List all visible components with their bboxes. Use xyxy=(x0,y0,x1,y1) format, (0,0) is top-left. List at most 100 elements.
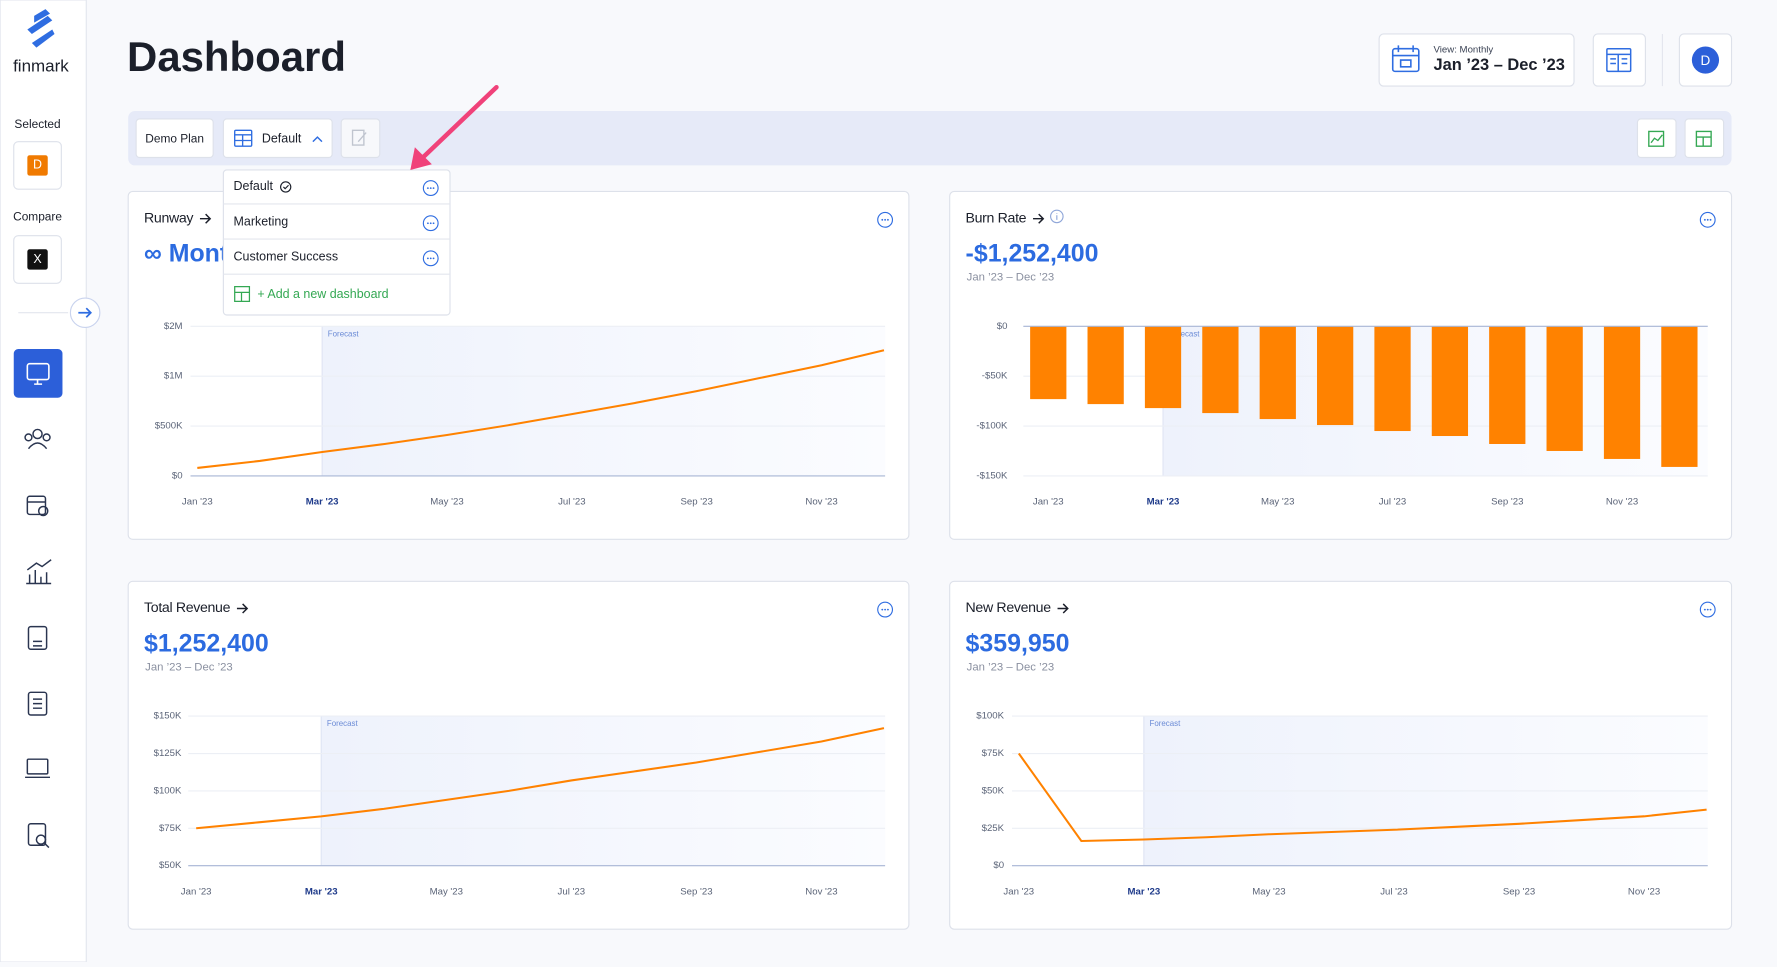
y-tick-label: -$50K xyxy=(982,371,1008,382)
add-table-button[interactable] xyxy=(1684,118,1725,159)
chart-menu-dot xyxy=(887,218,889,221)
bar xyxy=(1489,326,1526,444)
chart-menu[interactable] xyxy=(1699,211,1716,228)
date-range: Jan ’23 – Dec ’23 xyxy=(1434,56,1565,74)
bar xyxy=(1144,326,1182,409)
y-tick-label: $100K xyxy=(976,711,1004,722)
x-tick-label: Sep '23 xyxy=(1491,497,1523,508)
pointer-arrow-head xyxy=(410,147,432,170)
forecast-label: Forecast xyxy=(327,719,359,728)
y-tick-label: $50K xyxy=(982,785,1005,796)
chart-menu-dot xyxy=(1709,608,1712,611)
x-tick-label: Jul '23 xyxy=(1379,497,1407,508)
dropdown-item[interactable]: Default xyxy=(234,179,274,193)
chart-menu-dot xyxy=(1706,218,1709,221)
title-arrow xyxy=(199,213,212,224)
add-chart-button[interactable] xyxy=(1636,118,1677,159)
chart-title[interactable]: Burn Rate xyxy=(966,210,1027,226)
dashboard-select[interactable] xyxy=(222,118,333,159)
dropdown: Default Marketing Customer Success + Add… xyxy=(222,169,451,316)
chart-menu-dot xyxy=(887,608,889,611)
x-tick-label: May '23 xyxy=(430,886,463,897)
title-arrow xyxy=(1057,603,1069,614)
bar xyxy=(1317,326,1354,426)
date-button[interactable] xyxy=(1378,33,1575,87)
title-arrow xyxy=(1033,213,1045,224)
y-tick-label: $75K xyxy=(159,823,182,834)
x-tick-label: Jul '23 xyxy=(558,886,586,897)
x-tick-label: Mar '23 xyxy=(306,497,339,508)
chart-menu-dot xyxy=(1706,608,1709,611)
chart-title[interactable]: Runway xyxy=(144,210,195,226)
bar xyxy=(1202,326,1239,414)
bar xyxy=(1431,326,1469,437)
y-tick-label: $2M xyxy=(164,321,183,332)
chart-title[interactable]: Total Revenue xyxy=(144,600,231,616)
check-icon xyxy=(283,184,289,190)
x-tick-label: Nov '23 xyxy=(805,886,837,897)
x-tick-label: Nov '23 xyxy=(1628,886,1660,897)
dropdown-item[interactable]: Marketing xyxy=(234,214,289,228)
x-tick-label: Sep '23 xyxy=(680,886,712,897)
plan-button[interactable] xyxy=(135,118,214,159)
chart-menu-dot xyxy=(1703,608,1706,611)
y-tick-label: $100K xyxy=(154,785,182,796)
logo-text[interactable]: finmark xyxy=(13,56,69,75)
nav-icon xyxy=(34,379,43,385)
bar xyxy=(1661,326,1698,467)
layout-button[interactable] xyxy=(1592,33,1646,87)
add-dashboard[interactable]: + Add a new dashboard xyxy=(257,287,388,301)
chart-menu[interactable] xyxy=(877,601,894,618)
chart-title[interactable]: New Revenue xyxy=(966,600,1052,616)
x-tick-label: Sep '23 xyxy=(1503,886,1535,897)
logo-icon xyxy=(27,9,55,48)
caret xyxy=(312,136,323,143)
headline: $359,950 xyxy=(966,629,1070,657)
item-menu-icons[interactable] xyxy=(422,180,439,267)
subtitle: Jan ’23 – Dec ’23 xyxy=(145,661,233,673)
info-icon xyxy=(1050,209,1064,224)
add-table-icon xyxy=(1695,130,1712,147)
selected-badge-text: D xyxy=(33,158,42,172)
bar xyxy=(1030,326,1067,400)
forecast-label: Forecast xyxy=(328,329,360,338)
chart-menu-dot xyxy=(1703,218,1706,221)
headline: -$1,252,400 xyxy=(966,240,1099,268)
bar xyxy=(1603,326,1641,459)
x-tick-label: May '23 xyxy=(1261,497,1294,508)
chart-menu[interactable] xyxy=(1699,601,1716,618)
layout-icon xyxy=(1606,47,1632,73)
x-tick-label: May '23 xyxy=(430,497,463,508)
y-tick-label: $0 xyxy=(172,470,183,481)
y-tick-label: $1M xyxy=(164,371,183,382)
nav-dashboard[interactable] xyxy=(13,348,63,398)
dropdown-item[interactable]: Customer Success xyxy=(234,250,339,264)
y-tick-label: $25K xyxy=(982,823,1005,834)
bar xyxy=(1374,326,1411,432)
chart-menu[interactable] xyxy=(877,211,894,228)
compare-badge-text: X xyxy=(33,252,42,266)
add-chart-icon xyxy=(1648,130,1665,147)
compare-badge xyxy=(27,249,48,270)
plan-name: Demo Plan xyxy=(145,132,204,146)
nav-icons[interactable] xyxy=(24,428,52,849)
line xyxy=(1017,752,1707,843)
y-tick-label: $0 xyxy=(993,860,1004,871)
y-tick-label: $150K xyxy=(154,711,182,722)
y-tick-label: $500K xyxy=(155,421,183,432)
expand-icon xyxy=(78,307,93,318)
x-tick-label: May '23 xyxy=(1252,886,1285,897)
selected-label: Selected xyxy=(14,117,60,131)
forecast-label: Forecast xyxy=(1150,719,1182,728)
bar xyxy=(1087,326,1124,405)
y-tick-label: -$100K xyxy=(976,421,1008,432)
view-label: View: Monthly xyxy=(1434,44,1494,55)
line xyxy=(196,727,885,830)
x-tick-label: Jan '23 xyxy=(1033,497,1064,508)
x-tick-label: Jul '23 xyxy=(558,497,586,508)
x-tick-label: Jul '23 xyxy=(1380,886,1408,897)
y-tick-label: $75K xyxy=(982,748,1005,759)
